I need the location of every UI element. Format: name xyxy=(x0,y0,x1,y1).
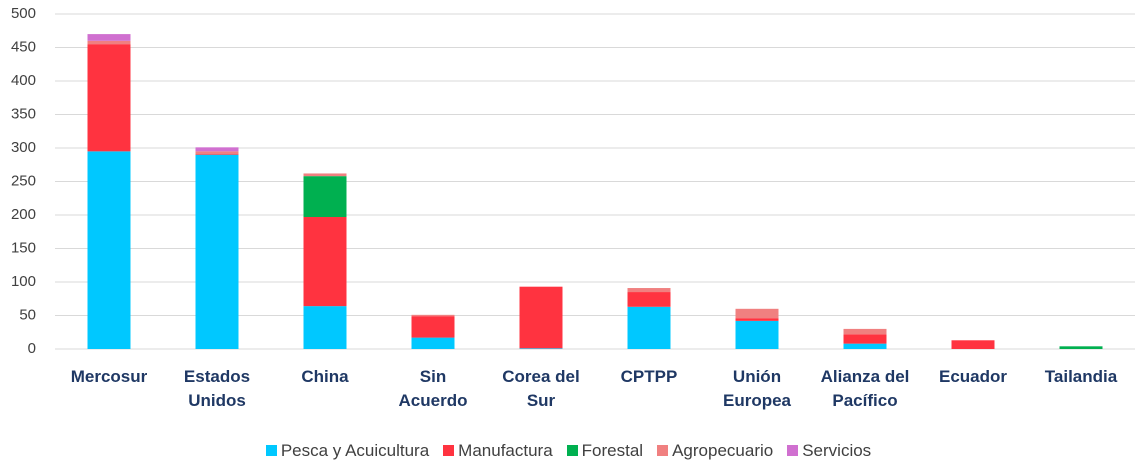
legend-swatch xyxy=(265,445,277,456)
bar-segment xyxy=(735,318,779,321)
legend-item: Pesca y Acuicultura xyxy=(265,441,430,461)
legend-swatch xyxy=(787,445,799,456)
y-tick-label: 0 xyxy=(28,340,36,357)
x-tick-label: China xyxy=(301,367,349,386)
bar-segment xyxy=(87,34,131,41)
bar-segment xyxy=(411,337,455,349)
y-tick-label: 300 xyxy=(11,139,36,156)
y-tick-label: 150 xyxy=(11,239,36,256)
x-tick-label: Tailandia xyxy=(1044,367,1118,386)
bar-segment xyxy=(303,306,347,349)
x-tick-label: Corea del Sur xyxy=(502,367,580,410)
bar-segment xyxy=(195,154,239,349)
y-tick-label: 250 xyxy=(11,172,36,189)
x-tick-label: Mercosur xyxy=(70,367,148,386)
legend-label: Servicios xyxy=(802,441,872,460)
y-tick-label: 200 xyxy=(11,206,36,223)
legend-swatch xyxy=(657,445,669,456)
legend-item: Servicios xyxy=(787,441,871,461)
bar-segment xyxy=(195,151,239,155)
bar-segment xyxy=(1059,346,1103,349)
x-tick-label: Unión Europea xyxy=(722,367,792,410)
bar-segment xyxy=(303,176,347,218)
bar-segment xyxy=(303,173,347,177)
x-tick-label: Sin Acuerdo xyxy=(398,367,468,410)
y-tick-label: 50 xyxy=(19,306,36,323)
bar-segment xyxy=(411,314,455,317)
bar-segment xyxy=(195,154,239,155)
legend-swatch xyxy=(443,445,455,456)
y-tick-label: 100 xyxy=(11,273,36,290)
bar-segment xyxy=(87,151,131,349)
y-tick-label: 500 xyxy=(11,5,36,22)
bar-segment xyxy=(843,334,887,344)
legend-label: Pesca y Acuicultura xyxy=(280,441,430,460)
bar-segment xyxy=(735,320,779,349)
bar-segment xyxy=(735,308,779,319)
x-tick-label: Ecuador xyxy=(938,367,1008,386)
x-tick-label: Estados Unidos xyxy=(183,367,251,410)
legend-label: Manufactura xyxy=(458,441,553,460)
legend-swatch xyxy=(566,445,578,456)
bar-segment xyxy=(303,217,347,307)
bar-segment xyxy=(87,40,131,45)
bar-segment xyxy=(195,147,239,152)
legend-item: Manufactura xyxy=(443,441,553,461)
y-tick-label: 350 xyxy=(11,105,36,122)
legend-label: Agropecuario xyxy=(672,441,774,460)
bar-segment xyxy=(951,340,995,349)
bar-segment xyxy=(519,286,563,349)
legend-label: Forestal xyxy=(581,441,644,460)
y-tick-label: 400 xyxy=(11,72,36,89)
bar-segment xyxy=(411,316,455,338)
bar-segment xyxy=(627,292,671,307)
legend: Pesca y Acuicultura Manufactura Forestal Ag… xyxy=(0,441,1137,461)
bar-segment xyxy=(87,44,131,152)
bar-segment xyxy=(627,306,671,349)
legend-item: Agropecuario xyxy=(657,441,773,461)
bar-segment xyxy=(519,348,563,349)
bar-segment xyxy=(843,328,887,335)
x-tick-label: CPTPP xyxy=(620,367,678,386)
bar-segment xyxy=(843,343,887,349)
bar-segment xyxy=(627,288,671,293)
x-tick-label: Alianza del Pacífico xyxy=(820,367,910,410)
y-tick-label: 450 xyxy=(11,38,36,55)
legend-item: Forestal xyxy=(566,441,644,461)
